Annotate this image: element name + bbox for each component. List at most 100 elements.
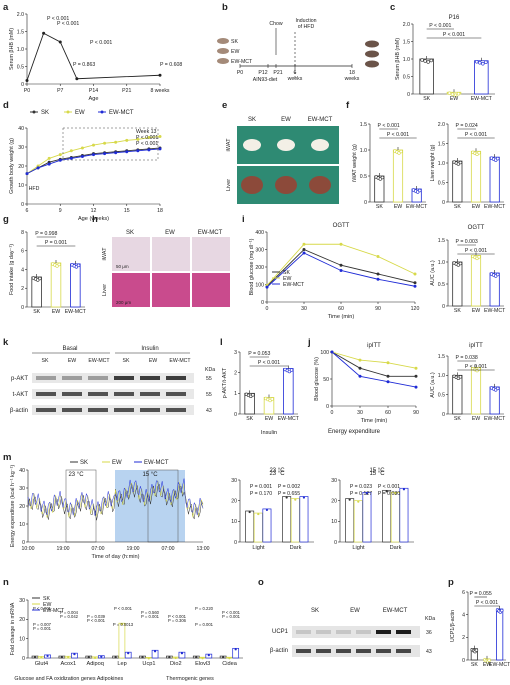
panel-d-ytick-label: 10 — [18, 183, 24, 189]
panel-f2-ytick-label: 0 — [442, 200, 445, 206]
panel-m1-ytick-label: 20 — [19, 504, 25, 510]
panel-m1-xtick-label: 19:00 — [57, 546, 70, 552]
panel-f2-ytick-label: 1.5 — [438, 141, 445, 147]
panel-o-band — [356, 630, 371, 634]
panel-n-point — [153, 650, 157, 653]
panel-f1-ytick-label: 0 — [364, 200, 367, 206]
panel-j1-series-line — [331, 351, 416, 377]
panel-c-point — [426, 60, 430, 64]
panel-p-point — [487, 658, 491, 663]
panel-c-ytick-label: 0.5 — [403, 74, 410, 80]
panel-p-ytick-label: 4 — [462, 612, 465, 618]
panel-h-row-label: Liver — [102, 284, 108, 296]
panel-letter-c: c — [390, 2, 395, 13]
panel-a-xtick-label: 8 weeks — [150, 88, 169, 94]
panel-c-ytick-label: 2.0 — [403, 22, 410, 28]
panel-f1-ytick-label: 0.5 — [360, 174, 367, 180]
panel-e-column-label: SK — [248, 117, 256, 123]
panel-n-point — [46, 654, 49, 658]
panel-j2-xtick-label: EW — [472, 416, 480, 422]
panel-n-point — [33, 655, 37, 659]
panel-d-point — [47, 156, 51, 160]
panel-l-xtick-label: SK — [246, 416, 253, 422]
panel-a-ytick-label: 1.5 — [17, 29, 24, 35]
panel-a-point — [58, 40, 62, 44]
panel-c-point — [478, 61, 482, 65]
panel-i-title: OGTT — [468, 225, 485, 231]
panel-n-pvalue: P = 0.0013 — [113, 622, 134, 627]
panel-letter-m: m — [3, 452, 11, 463]
panel-m3-ytick-label: 0 — [334, 540, 337, 546]
panel-h-iwat-histology — [192, 237, 230, 271]
panel-k-lane-label: EW-MCT — [88, 358, 110, 364]
panel-d-xtick-label: 12 — [91, 208, 97, 214]
panel-m1-ytick-label: 30 — [19, 486, 25, 492]
panel-l-bar — [283, 368, 294, 415]
panel-i1-point — [265, 285, 269, 289]
panel-h-scalebar-label: 200 μm — [116, 300, 131, 305]
panel-i1-xtick-label: 60 — [338, 306, 344, 312]
panel-d-legend-marker — [32, 110, 36, 114]
panel-m2-point — [294, 498, 297, 501]
panel-m3-ytick-label: 10 — [331, 519, 337, 525]
panel-i1-title: OGTT — [333, 223, 350, 229]
panel-m3-point — [365, 492, 369, 495]
panel-c-ytick-label: 1.0 — [403, 57, 410, 63]
panel-b-mouse-icon — [217, 58, 229, 64]
panel-a-ylabel: Serum βHB (mM) — [9, 28, 15, 70]
panel-k-band — [114, 392, 134, 396]
panel-f2-bar — [470, 150, 482, 203]
panel-k-band — [62, 376, 82, 380]
panel-n-point — [60, 655, 63, 659]
panel-n-pvalue: P = 0.001 — [195, 622, 214, 627]
panel-n-pvalue: P = 0.039 — [87, 614, 106, 619]
panel-m1-temp-label: 23 °C — [68, 472, 84, 478]
panel-f1-pvalue: P < 0.001 — [378, 123, 400, 129]
panel-b-tick-label: P0 — [237, 70, 243, 76]
panel-i2-xtick-label: EW-MCT — [484, 308, 506, 314]
panel-g-ytick-label: 6 — [21, 249, 24, 255]
panel-j2-ytick-label: 0 — [442, 412, 445, 418]
panel-i1-ytick-label: 0 — [261, 300, 264, 306]
panel-d-point — [114, 151, 118, 155]
panel-h-iwat-histology — [152, 237, 190, 271]
panel-b-tick-label: weeks — [345, 76, 360, 82]
panel-k-blot-strip — [32, 405, 194, 415]
panel-h-liver-histology — [192, 273, 230, 307]
panel-j1-series-line — [331, 351, 417, 388]
panel-k-band — [36, 392, 56, 396]
panel-k-band — [140, 408, 160, 412]
panel-o-kda-value: 36 — [426, 630, 432, 636]
panel-j1-xlabel: Time (min) — [361, 418, 388, 424]
panel-i1-point — [302, 242, 306, 246]
panel-n-pvalue: P = 0.001 — [222, 614, 241, 619]
panel-a-xtick-label: P14 — [89, 88, 98, 94]
panel-i1-point — [302, 251, 306, 255]
panel-n-legend-label: SK — [43, 596, 50, 602]
panel-n-pvalue: P = 0.306 — [168, 618, 187, 623]
panel-j2-xtick-label: SK — [454, 416, 461, 422]
panel-m2-bar — [282, 496, 292, 543]
panel-m-pvalue: P = 0.001 — [250, 484, 272, 490]
panel-a-pvalue: P = 0.608 — [160, 62, 182, 68]
panel-i2-xtick-label: EW — [472, 308, 480, 314]
panel-i1-ylabel: Blood glucose (mg dl⁻¹) — [249, 238, 255, 295]
panel-f2-point — [496, 156, 500, 161]
panel-k-lane-label: SK — [42, 358, 49, 364]
panel-n-xtick-label: Cidea — [222, 661, 238, 667]
panel-d-xtick-label: 6 — [26, 208, 29, 214]
panel-p-ylabel: UCP1/β-actin — [450, 610, 456, 642]
panel-c-xtick-label: SK — [423, 96, 430, 102]
panel-j2-pvalue: P < 0.001 — [465, 364, 487, 370]
panel-m3-point — [357, 500, 360, 503]
panel-l-point — [251, 393, 255, 397]
panel-m2-point — [302, 496, 306, 499]
panel-n-point — [168, 655, 171, 659]
panel-a-ytick-label: 2.0 — [17, 12, 24, 18]
panel-f1-xtick-label: EW-MCT — [406, 204, 428, 210]
panel-c-pvalue: P < 0.001 — [443, 32, 465, 38]
panel-i1-ytick-label: 100 — [255, 282, 264, 288]
panel-d-point — [80, 146, 84, 150]
panel-g-bar — [31, 276, 42, 308]
panel-m3-bar — [345, 498, 355, 543]
